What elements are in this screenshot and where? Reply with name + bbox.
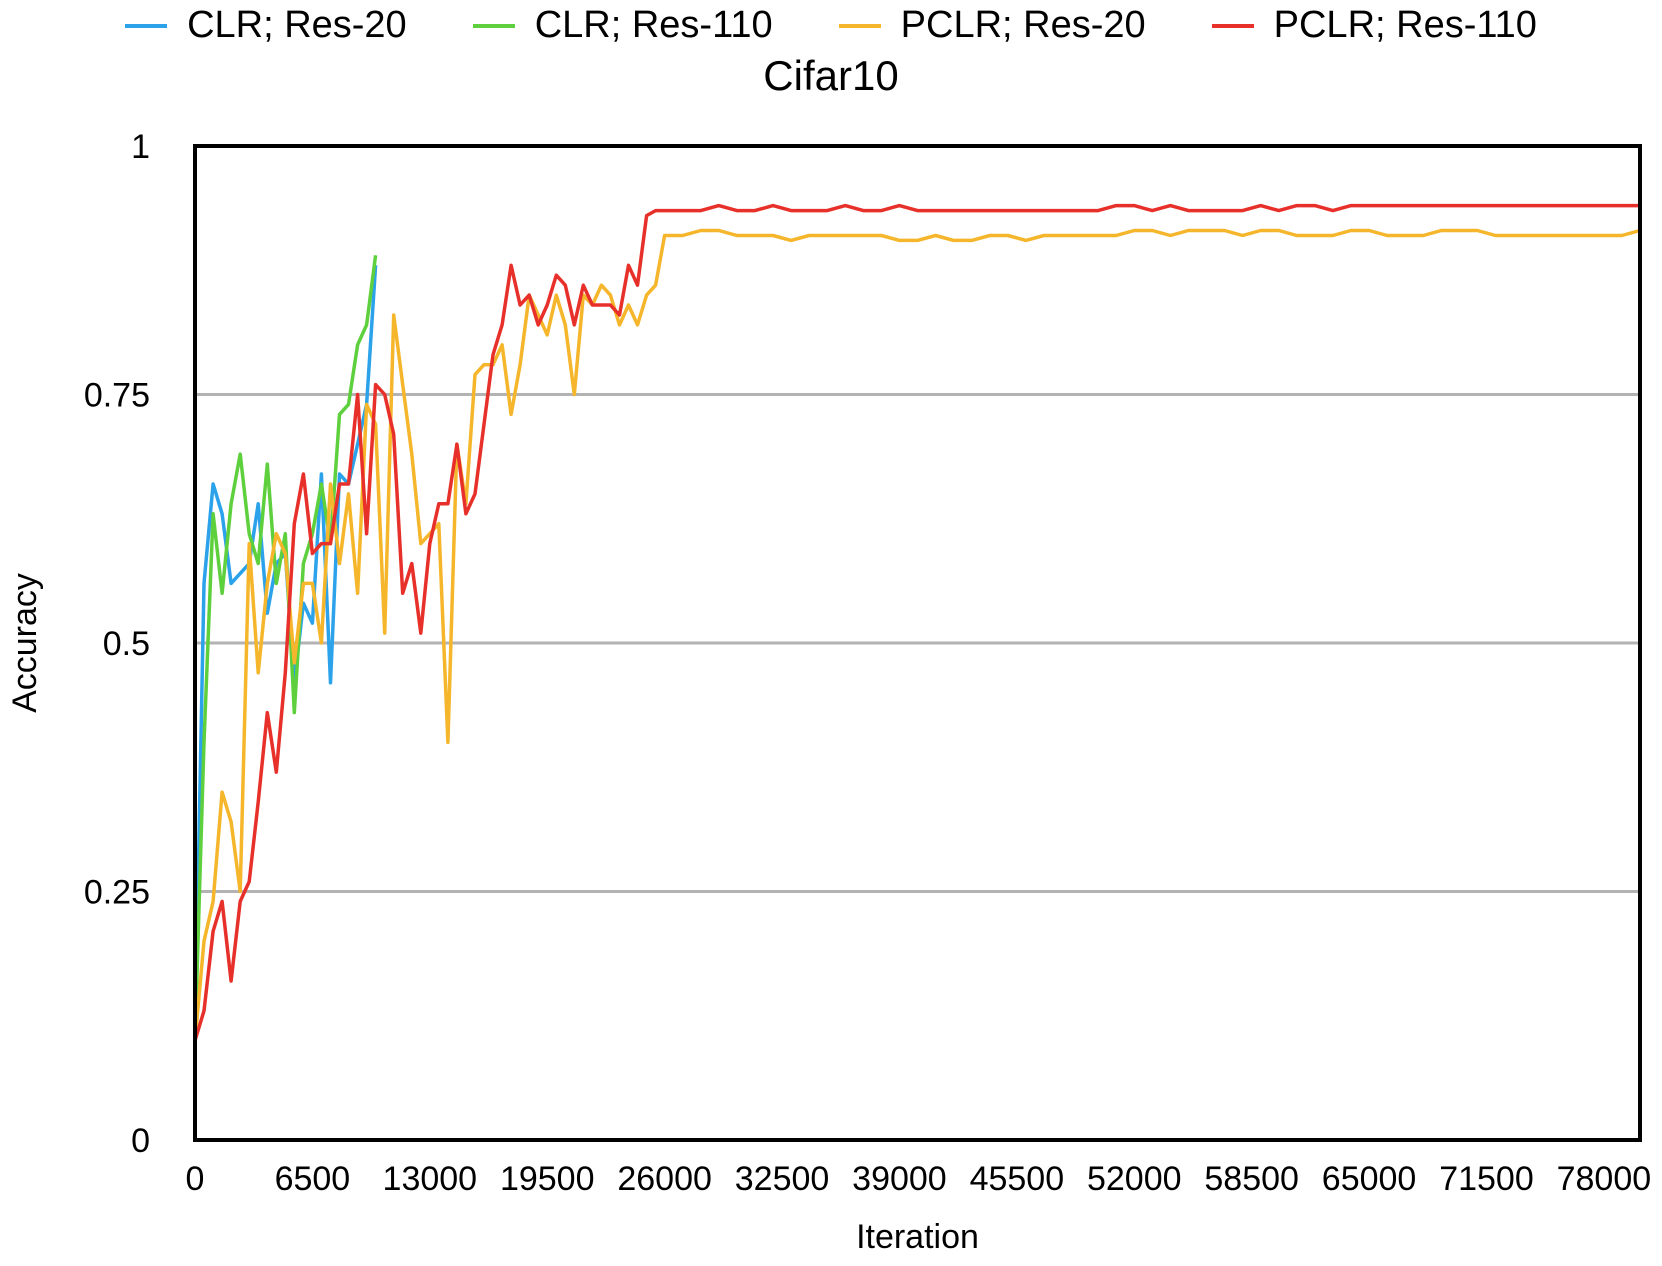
legend-label: CLR; Res-20 (187, 4, 407, 46)
y-tick-label: 0.25 (84, 874, 150, 912)
legend-swatch (125, 23, 168, 28)
x-tick-label: 71500 (1439, 1160, 1534, 1198)
chart-legend: CLR; Res-20 CLR; Res-110 PCLR; Res-20 PCLR;… (0, 4, 1662, 47)
legend-item: PCLR; Res-20 (838, 4, 1146, 47)
y-tick-label: 0.5 (103, 625, 150, 663)
legend-swatch (472, 23, 515, 28)
legend-swatch (1211, 23, 1254, 28)
x-tick-label: 26000 (617, 1160, 712, 1198)
y-tick-label: 0.75 (84, 377, 150, 415)
legend-label: PCLR; Res-110 (1273, 4, 1537, 46)
legend-label: CLR; Res-110 (534, 4, 773, 46)
y-tick-labels: 0 0.25 0.5 0.75 1 (84, 128, 150, 1160)
series-lines (193, 203, 1641, 1042)
x-axis-label: Iteration (856, 1218, 979, 1256)
y-tick-label: 0 (131, 1122, 150, 1160)
x-tick-label: 32500 (735, 1160, 830, 1198)
x-tick-labels: 0 6500 13000 19500 26000 32500 39000 45500 52000… (186, 1160, 1652, 1198)
x-tick-label: 78000 (1557, 1160, 1652, 1198)
series-line (193, 228, 1641, 1041)
legend-swatch (838, 23, 881, 28)
x-tick-label: 0 (186, 1160, 205, 1198)
plot-frame (193, 144, 1642, 1142)
x-tick-label: 13000 (383, 1160, 478, 1198)
legend-item: CLR; Res-20 (125, 4, 407, 47)
x-tick-label: 45500 (970, 1160, 1065, 1198)
chart-title: Cifar10 (763, 52, 899, 99)
grid-lines (195, 393, 1640, 893)
y-axis-label: Accuracy (6, 573, 44, 713)
legend-item: CLR; Res-110 (472, 4, 773, 47)
legend-item: PCLR; Res-110 (1211, 4, 1537, 47)
series-line (193, 255, 378, 1041)
x-tick-label: 19500 (500, 1160, 595, 1198)
x-tick-label: 6500 (275, 1160, 351, 1198)
x-tick-label: 52000 (1087, 1160, 1182, 1198)
legend-label: PCLR; Res-20 (900, 4, 1146, 46)
series-line (193, 203, 1640, 1042)
x-tick-label: 39000 (852, 1160, 947, 1198)
y-tick-label: 1 (131, 128, 150, 166)
x-tick-label: 65000 (1322, 1160, 1417, 1198)
x-tick-label: 58500 (1204, 1160, 1299, 1198)
